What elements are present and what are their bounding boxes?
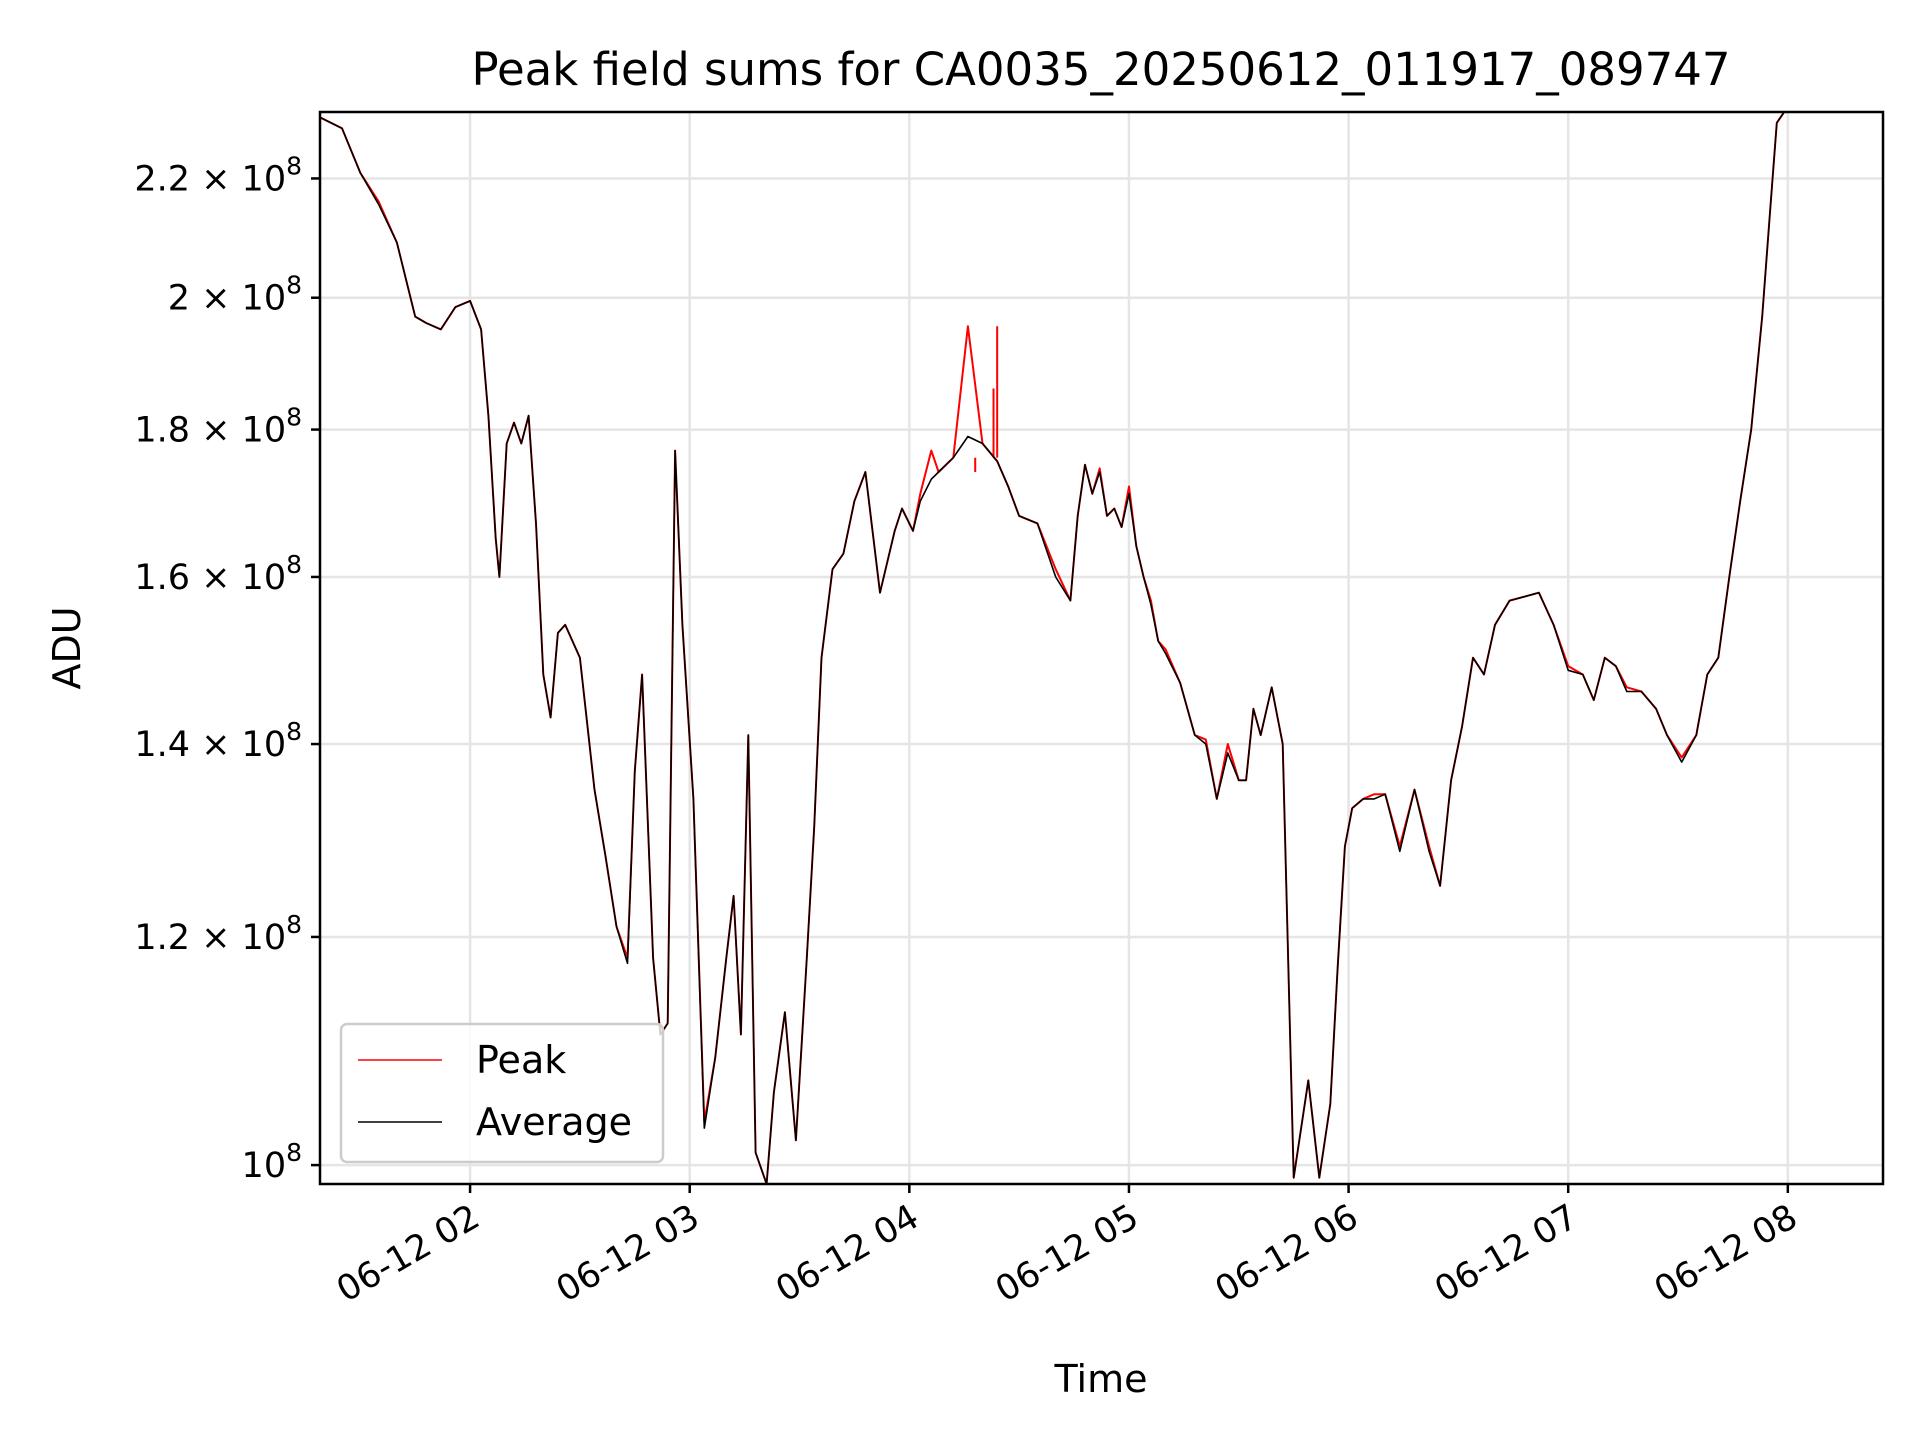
y-axis: 108 1.2 × 108 1.4 × 108 1.6 × 108 1.8 × 108 2… (134, 151, 320, 1186)
y-tick-label: 1.2 × 108 (134, 910, 302, 958)
y-tick-label: 108 (242, 1138, 302, 1186)
plot-frame (318, 110, 1885, 1186)
series-group (320, 112, 1786, 1184)
legend: Peak Average (339, 1022, 665, 1164)
y-tick-label: 1.8 × 108 (134, 403, 302, 451)
plot-area (320, 112, 1786, 1184)
x-axis-label: Time (1054, 1357, 1148, 1401)
legend-box (339, 1022, 665, 1164)
y-tick-label: 2 × 108 (168, 271, 302, 319)
y-axis-label: ADU (45, 606, 89, 689)
legend-peak-label: Peak (476, 1038, 566, 1082)
y-tick-label: 1.6 × 108 (134, 550, 302, 598)
grid (320, 112, 1883, 1184)
series-line-average (320, 112, 1785, 1184)
y-tick-label: 1.4 × 108 (134, 717, 302, 765)
chart-title: Peak field sums for CA0035_20250612_0119… (471, 43, 1730, 96)
legend-average-label: Average (476, 1100, 632, 1144)
y-tick-label: 2.2 × 108 (134, 151, 302, 199)
